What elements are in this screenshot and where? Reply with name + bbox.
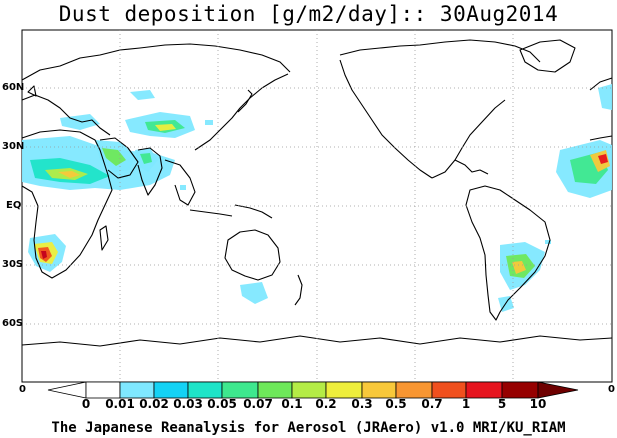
- colorbar-swatch: [361, 381, 397, 399]
- colorbar-label: 0.02: [139, 397, 169, 411]
- colorbar-min-triangle: [47, 381, 87, 399]
- credit-line: The Japanese Reanalysis for Aerosol (JRA…: [51, 420, 566, 436]
- colorbar-swatch: [85, 381, 121, 399]
- dust-patch: [545, 240, 551, 244]
- dust-patch: [140, 153, 152, 164]
- colorbar-swatch: [431, 381, 467, 399]
- dust-patch: [155, 124, 176, 131]
- colorbar-label: 0.2: [315, 397, 337, 411]
- colorbar-label: 0.7: [421, 397, 443, 411]
- lon-label-left: 0: [19, 384, 26, 395]
- coastline: [454, 159, 489, 175]
- lon-label-right: 0: [608, 384, 615, 395]
- colorbar-label: 0.5: [385, 397, 407, 411]
- colorbar-swatch: [291, 381, 327, 399]
- lat-label-60n: 60N: [2, 82, 25, 93]
- coastline: [137, 147, 163, 196]
- lat-label-30n: 30N: [2, 141, 25, 152]
- colorbar-swatch: [187, 381, 223, 399]
- coastline: [21, 129, 113, 279]
- dust-patch: [180, 185, 186, 190]
- map-title: Dust deposition [g/m2/day]:: 30Aug2014: [58, 2, 559, 26]
- coastline: [589, 77, 613, 91]
- colorbar-label: 0.05: [207, 397, 237, 411]
- coastline: [21, 43, 291, 81]
- colorbar-swatch: [221, 381, 259, 399]
- coastline: [99, 225, 109, 251]
- dust-patch: [205, 120, 213, 125]
- colorbar-label: 10: [529, 397, 547, 411]
- colorbar-swatch: [465, 381, 503, 399]
- coastline: [194, 73, 289, 151]
- colorbar-label: 0.07: [243, 397, 273, 411]
- colorbar-swatch: [325, 381, 363, 399]
- colorbar-label: 0.1: [281, 397, 303, 411]
- dust-patch: [512, 261, 526, 274]
- coastline: [27, 85, 37, 97]
- lat-label-60s: 60S: [2, 318, 24, 329]
- colorbar-label: 0: [81, 397, 91, 411]
- coastline: [189, 209, 233, 217]
- colorbar-swatch: [501, 381, 539, 399]
- coastline: [431, 99, 506, 179]
- dust-patch: [598, 154, 608, 164]
- coastline: [234, 204, 273, 219]
- graticule: [22, 30, 612, 382]
- colorbar-swatch: [257, 381, 293, 399]
- coastline: [99, 137, 139, 179]
- colorbar-label: 0.01: [105, 397, 135, 411]
- dust-patch: [240, 282, 268, 304]
- coastline: [339, 59, 433, 179]
- dust-patch: [598, 84, 612, 110]
- colorbar-label: 0.3: [351, 397, 373, 411]
- colorbar-label: 1: [461, 397, 471, 411]
- lat-label-30s: 30S: [2, 259, 24, 270]
- coastline: [224, 229, 281, 281]
- colorbar-max-triangle: [537, 381, 579, 399]
- colorbar-swatch: [153, 381, 189, 399]
- dust-patch: [498, 296, 514, 312]
- colorbar-swatch: [395, 381, 433, 399]
- colorbar-swatch: [119, 381, 155, 399]
- coastline: [589, 135, 613, 141]
- coastline: [339, 39, 541, 63]
- dust-patch: [102, 148, 126, 166]
- lat-label-eq: EQ: [6, 200, 22, 211]
- dust-patch: [130, 90, 155, 100]
- coastline: [294, 274, 303, 306]
- coastline: [21, 94, 111, 136]
- coastline: [519, 39, 576, 73]
- coastline: [164, 159, 196, 206]
- colorbar-label: 0.03: [173, 397, 203, 411]
- coastline: [237, 89, 253, 113]
- colorbar-label: 5: [497, 397, 507, 411]
- colorbar: [47, 381, 579, 399]
- dust-patch: [41, 251, 47, 259]
- coastline: [465, 185, 551, 321]
- dust-patch: [58, 171, 80, 178]
